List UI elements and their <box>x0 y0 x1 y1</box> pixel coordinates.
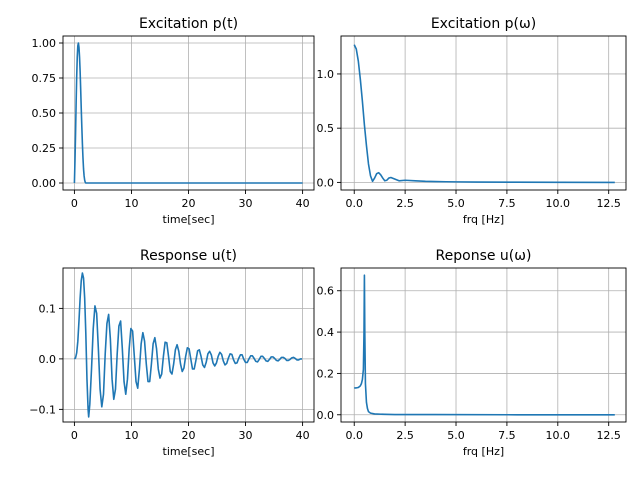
x-axis-label: time[sec] <box>163 213 215 226</box>
chart-title: Reponse u(ω) <box>436 248 532 264</box>
subplot-4: 0.0 2.5 5.0 7.5 10.0 12.5 0.0 0.2 0.4 0.6 Reponse … <box>317 248 627 458</box>
x-tick-label: 0 <box>71 429 78 442</box>
axes-frame <box>340 267 627 423</box>
y-tick-label: 0.0 <box>317 176 335 189</box>
chart-title: Excitation p(ω) <box>431 16 536 32</box>
y-tick-label: 0.1 <box>39 302 57 315</box>
y-tick-label: 0.4 <box>317 326 335 339</box>
x-tick-label: 10 <box>124 197 138 210</box>
x-tick-label: 5.0 <box>447 197 465 210</box>
y-tick-label: 1.00 <box>32 37 57 50</box>
x-tick-label: 5.0 <box>447 429 465 442</box>
y-tick-label: 0.6 <box>317 285 335 298</box>
x-tick-label: 7.5 <box>498 197 516 210</box>
x-tick-label: 30 <box>239 429 253 442</box>
x-tick-label: 7.5 <box>498 429 516 442</box>
y-tick-label: 0.50 <box>32 107 57 120</box>
subplot-1: 0 10 20 30 40 0.00 0.25 0.50 0.75 1.00 Excitation … <box>32 16 315 226</box>
x-tick-label: 2.5 <box>396 197 414 210</box>
x-tick-label: 40 <box>296 197 310 210</box>
series-line <box>73 42 303 184</box>
subplot-2: 0.0 2.5 5.0 7.5 10.0 12.5 0.0 0.5 1.0 Excitation … <box>317 16 627 226</box>
x-axis-label: frq [Hz] <box>463 213 504 226</box>
x-tick-label: 10.0 <box>546 429 571 442</box>
y-tick-label: 1.0 <box>317 68 335 81</box>
x-tick-label: 30 <box>239 197 253 210</box>
axes-frame <box>340 35 627 191</box>
x-tick-label: 20 <box>182 197 196 210</box>
series-line <box>73 272 303 418</box>
chart-title: Response u(t) <box>140 248 237 264</box>
subplot-3: 0 10 20 30 40 −0.1 0.0 0.1 Response u(t) time[sec… <box>29 248 315 458</box>
y-tick-label: 0.75 <box>32 72 57 85</box>
x-tick-label: 40 <box>296 429 310 442</box>
x-tick-label: 0 <box>71 197 78 210</box>
series-line <box>354 274 615 416</box>
x-tick-label: 20 <box>182 429 196 442</box>
chart-title: Excitation p(t) <box>139 16 238 32</box>
y-tick-label: 0.2 <box>317 367 335 380</box>
y-tick-label: 0.0 <box>39 353 57 366</box>
y-tick-label: 0.0 <box>317 409 335 422</box>
x-tick-label: 0.0 <box>345 429 363 442</box>
x-tick-label: 10 <box>124 429 138 442</box>
y-tick-label: 0.5 <box>317 122 335 135</box>
y-tick-label: 0.25 <box>32 142 57 155</box>
series-line <box>353 44 615 184</box>
y-tick-label: 0.00 <box>32 177 57 190</box>
x-tick-label: 10.0 <box>546 197 571 210</box>
x-axis-label: frq [Hz] <box>463 445 504 458</box>
x-tick-label: 0.0 <box>345 197 363 210</box>
x-tick-label: 12.5 <box>596 197 621 210</box>
x-axis-label: time[sec] <box>163 445 215 458</box>
y-tick-label: −0.1 <box>29 403 56 416</box>
x-tick-label: 2.5 <box>396 429 414 442</box>
x-tick-label: 12.5 <box>596 429 621 442</box>
